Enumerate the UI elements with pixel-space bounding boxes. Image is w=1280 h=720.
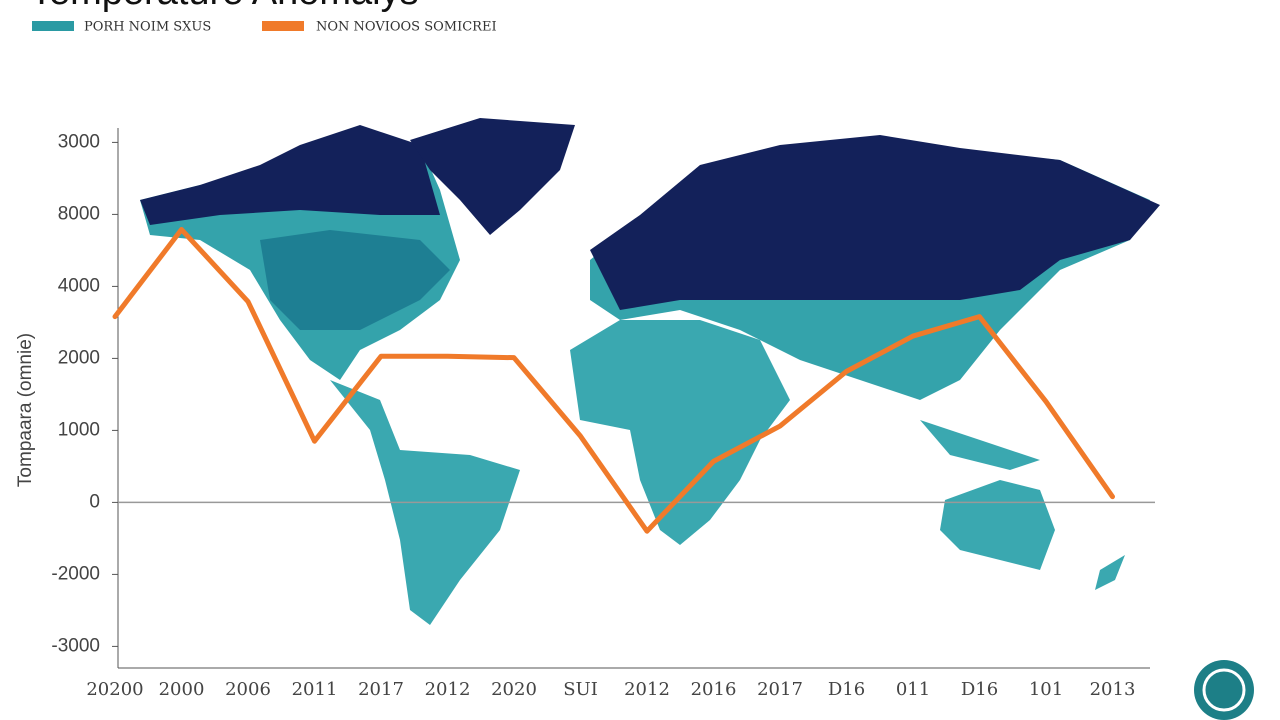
world-map bbox=[140, 118, 1160, 625]
legend-swatch bbox=[262, 21, 304, 31]
y-tick-label: 3000 bbox=[58, 131, 100, 152]
continent bbox=[570, 320, 790, 545]
x-tick-label: 011 bbox=[896, 679, 930, 700]
y-tick-label: 8000 bbox=[58, 203, 100, 224]
x-tick-label: 20200 bbox=[86, 679, 143, 700]
y-tick-label: 2000 bbox=[58, 347, 100, 368]
legend-swatch bbox=[32, 21, 74, 31]
continent bbox=[410, 118, 575, 235]
y-tick-label: 0 bbox=[89, 491, 100, 512]
x-tick-label: 2000 bbox=[159, 679, 205, 700]
x-tick-label: 2012 bbox=[624, 679, 670, 700]
continent bbox=[940, 480, 1055, 570]
y-tick-label: 1000 bbox=[58, 419, 100, 440]
x-tick-label: 2016 bbox=[691, 679, 737, 700]
x-tick-label: 2020 bbox=[491, 679, 537, 700]
legend-label: NON NOVIOOS SOMICREI bbox=[316, 20, 497, 35]
x-tick-label: 2011 bbox=[292, 679, 338, 700]
x-tick-label: SUI bbox=[563, 679, 598, 700]
y-tick-label: 4000 bbox=[58, 275, 100, 296]
x-tick-label: 2017 bbox=[757, 679, 803, 700]
data-line bbox=[112, 227, 1115, 534]
chart-title: Temperature Anomalys bbox=[30, 0, 419, 13]
x-tick-label: 2006 bbox=[225, 679, 271, 700]
continent bbox=[920, 420, 1040, 470]
logo bbox=[1202, 668, 1246, 712]
continent bbox=[140, 125, 440, 225]
x-tick-label: 2012 bbox=[425, 679, 471, 700]
x-tick-label: D16 bbox=[828, 679, 865, 700]
y-axis-label: Tompaara (omnie) bbox=[15, 333, 36, 487]
y-tick-label: -2000 bbox=[51, 563, 100, 584]
legend-label: PORH NOIM SXUS bbox=[84, 20, 211, 35]
continent bbox=[1095, 555, 1125, 590]
x-tick-label: 101 bbox=[1029, 679, 1063, 700]
y-tick-label: -3000 bbox=[51, 635, 100, 656]
continent bbox=[260, 230, 450, 330]
continent bbox=[590, 135, 1160, 310]
x-tick-label: D16 bbox=[961, 679, 998, 700]
x-tick-label: 2013 bbox=[1090, 679, 1136, 700]
x-tick-label: 2017 bbox=[358, 679, 404, 700]
